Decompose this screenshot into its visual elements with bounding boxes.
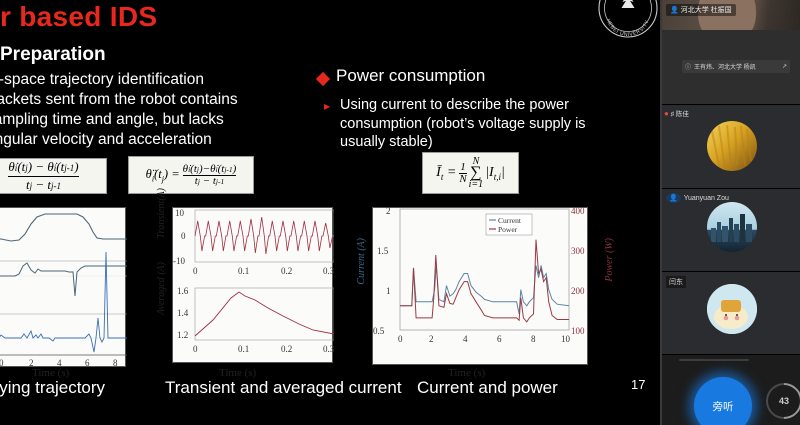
svg-text:0.2: 0.2 [281,266,292,276]
svg-text:8: 8 [531,334,536,344]
svg-text:6: 6 [85,358,90,368]
svg-text:0.3: 0.3 [323,344,334,354]
svg-text:200: 200 [571,286,585,296]
svg-text:0.3: 0.3 [323,266,334,276]
svg-text:300: 300 [571,246,585,256]
svg-text:Current: Current [498,216,522,225]
svg-text:8: 8 [113,358,118,368]
svg-text:6: 6 [497,334,502,344]
svg-text:HEBEI UNIVERSITY: HEBEI UNIVERSITY [605,18,651,38]
svg-text:10: 10 [561,334,571,344]
svg-text:0.1: 0.1 [238,266,249,276]
svg-text:0.2: 0.2 [281,344,292,354]
svg-text:0: 0 [193,344,198,354]
svg-text:0.1: 0.1 [238,344,249,354]
svg-text:1: 1 [386,286,391,296]
svg-text:0.5: 0.5 [373,326,385,336]
svg-text:4: 4 [463,334,468,344]
svg-text:0: 0 [398,334,403,344]
svg-text:Power: Power [498,225,518,234]
svg-text:400: 400 [571,206,585,216]
svg-text:100: 100 [571,326,585,336]
svg-text:2: 2 [386,206,391,216]
svg-text:0: 0 [0,358,4,368]
svg-text:1.2: 1.2 [177,330,188,340]
svg-text:2: 2 [429,334,434,344]
